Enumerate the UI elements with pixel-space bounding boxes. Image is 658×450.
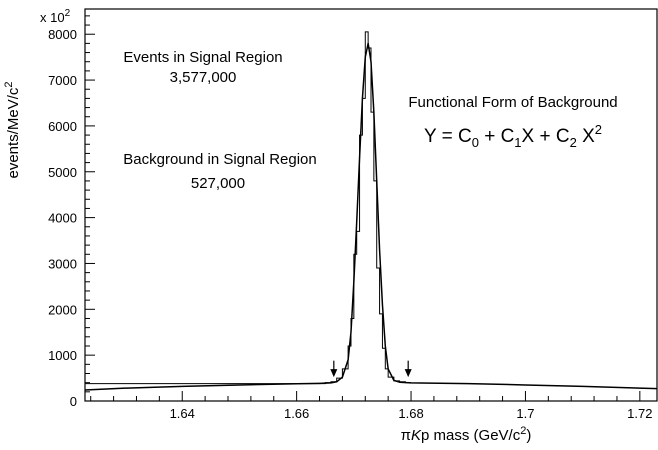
y-tick-label: 4000 (48, 211, 77, 226)
series-layer (84, 31, 658, 391)
plot-frame (84, 8, 658, 402)
y-tick-label: 3000 (48, 256, 77, 271)
y-tick-label: 0 (70, 394, 77, 409)
y-axis-label: events/MeV/c2 (3, 82, 22, 179)
x-axis-label: πKp mass (GeV/c2) (401, 425, 532, 444)
y-multiplier: x 102 (40, 8, 71, 25)
x-tick-label: 1.66 (284, 406, 309, 421)
x-tick-label: 1.7 (516, 406, 534, 421)
y-tick-label: 1000 (48, 348, 77, 363)
events-value: 3,577,000 (170, 69, 237, 86)
x-tick-label: 1.68 (398, 406, 423, 421)
signal-region-arrow-head (330, 369, 338, 378)
fit-curve-series (84, 42, 658, 391)
x-tick-label: 1.64 (170, 406, 195, 421)
signal-region-arrow-head (404, 369, 412, 378)
y-axis: 0 1000 2000 3000 4000 5000 6000 7000 8000 (48, 15, 95, 409)
y-tick-label: 5000 (48, 165, 77, 180)
background-formula: Y = C0 + C1X + C2 X2 (424, 122, 602, 150)
y-tick-label: 7000 (48, 73, 77, 88)
events-title: Events in Signal Region (123, 49, 282, 66)
x-tick-label: 1.72 (627, 406, 652, 421)
background-title: Background in Signal Region (123, 151, 316, 168)
histogram-series (85, 31, 412, 385)
y-tick-label: 6000 (48, 119, 77, 134)
background-value: 527,000 (191, 175, 245, 192)
y-tick-label: 8000 (48, 27, 77, 42)
functional-form-title: Functional Form of Background (408, 94, 617, 111)
signal-region-arrows (330, 360, 412, 378)
y-tick-label: 2000 (48, 302, 77, 317)
x-axis: 1.64 1.66 1.68 1.7 1.72 (90, 391, 652, 421)
